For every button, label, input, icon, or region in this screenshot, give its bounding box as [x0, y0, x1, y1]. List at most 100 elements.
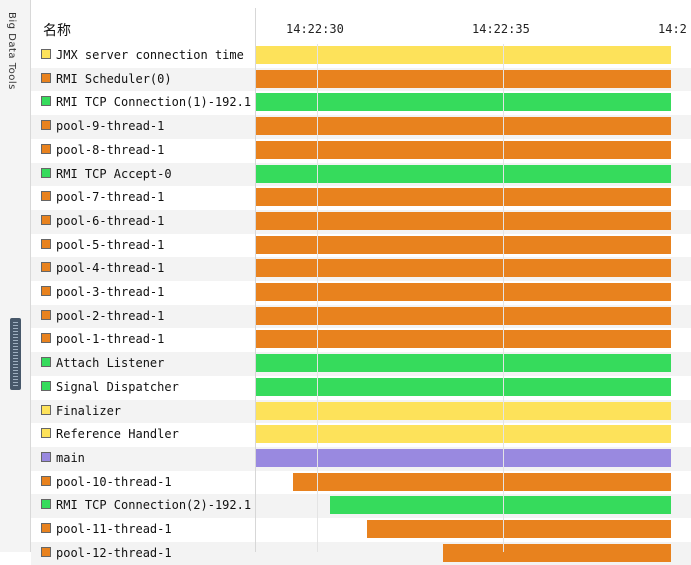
thread-timeline [256, 91, 691, 115]
thread-timeline [256, 352, 691, 376]
grid-line [503, 44, 504, 552]
table-row[interactable]: pool-1-thread-1 [31, 328, 691, 352]
thread-activity-bar[interactable] [256, 164, 672, 183]
thread-name: pool-7-thread-1 [56, 190, 165, 205]
thread-state-swatch-icon [41, 309, 51, 320]
thread-name: RMI TCP Connection(1)-192.1 [56, 95, 252, 110]
table-row[interactable]: RMI TCP Connection(2)-192.1 [31, 494, 691, 518]
thread-name: pool-3-thread-1 [56, 285, 165, 299]
thread-activity-bar[interactable] [256, 377, 672, 396]
thread-name: Signal Dispatcher [56, 379, 179, 394]
table-row[interactable]: Attach Listener [31, 352, 691, 376]
table-row[interactable]: RMI Scheduler(0) [31, 67, 691, 92]
thread-name: Finalizer [56, 403, 122, 418]
thread-activity-bar[interactable] [256, 330, 672, 349]
table-row[interactable]: pool-2-thread-1 [31, 304, 691, 329]
thread-timeline [256, 305, 691, 329]
thread-activity-bar[interactable] [366, 520, 672, 538]
thread-name: main [56, 450, 85, 465]
thread-timeline [256, 139, 691, 163]
thread-state-swatch-icon [41, 120, 51, 131]
side-tool-strip: Big Data Tools [0, 0, 31, 552]
thread-timeline [256, 115, 691, 139]
thread-activity-bar[interactable] [256, 188, 672, 207]
thread-activity-bar[interactable] [256, 259, 672, 278]
thread-state-swatch-icon [41, 380, 51, 391]
table-row[interactable]: Reference Handler [31, 423, 691, 447]
thread-state-swatch-icon [41, 262, 51, 273]
table-row[interactable]: pool-3-thread-1 [31, 281, 691, 305]
table-row[interactable]: Signal Dispatcher [31, 376, 691, 400]
thread-name: pool-5-thread-1 [56, 237, 165, 252]
table-row[interactable]: pool-12-thread-1 [31, 541, 691, 565]
thread-state-swatch-icon [41, 475, 51, 486]
column-divider[interactable] [255, 8, 256, 552]
thread-state-swatch-icon [41, 191, 51, 202]
thread-timeline [256, 518, 691, 542]
thread-state-swatch-icon [41, 72, 51, 83]
thread-activity-bar[interactable] [329, 496, 672, 515]
thread-state-swatch-icon [41, 333, 51, 344]
thread-name: pool-9-thread-1 [56, 119, 165, 134]
thread-activity-bar[interactable] [292, 472, 672, 491]
thread-state-swatch-icon [41, 428, 51, 439]
table-row[interactable]: pool-8-thread-1 [31, 139, 691, 163]
table-row[interactable]: pool-7-thread-1 [31, 186, 691, 210]
thread-activity-bar[interactable] [256, 69, 672, 88]
thread-activity-bar[interactable] [256, 46, 672, 64]
table-row[interactable]: pool-5-thread-1 [31, 234, 691, 258]
thread-activity-bar[interactable] [256, 211, 672, 230]
table-row[interactable]: RMI TCP Connection(1)-192.1 [31, 91, 691, 115]
thread-state-swatch-icon [41, 357, 51, 368]
thread-activity-bar[interactable] [256, 140, 672, 159]
grid-line [317, 44, 318, 552]
thread-name: RMI Scheduler(0) [56, 71, 172, 86]
thread-name: RMI TCP Accept-0 [56, 166, 172, 181]
table-row[interactable]: pool-6-thread-1 [31, 209, 691, 234]
thread-activity-bar[interactable] [256, 117, 672, 136]
drag-handle[interactable] [10, 318, 21, 390]
thread-timeline [256, 68, 691, 92]
thread-timeline [256, 44, 691, 68]
time-tick-label: 14:22:30 [286, 22, 344, 36]
table-row[interactable]: pool-11-thread-1 [31, 518, 691, 542]
thread-name: pool-4-thread-1 [56, 261, 165, 276]
thread-state-swatch-icon [41, 286, 51, 296]
table-row[interactable]: RMI TCP Accept-0 [31, 162, 691, 187]
thread-timeline [256, 234, 691, 258]
thread-activity-bar[interactable] [256, 425, 672, 444]
table-row[interactable]: JMX server connection time [31, 44, 691, 68]
thread-timeline [256, 494, 691, 518]
thread-activity-bar[interactable] [256, 401, 672, 420]
thread-timeline-table: 名称 14:22:30 14:22:35 14:2 JMX server con… [31, 0, 691, 565]
thread-name: pool-12-thread-1 [56, 545, 172, 560]
table-row[interactable]: pool-9-thread-1 [31, 115, 691, 139]
thread-timeline [256, 471, 691, 495]
thread-timeline [256, 186, 691, 210]
thread-state-swatch-icon [41, 523, 51, 533]
thread-timeline [256, 257, 691, 281]
thread-activity-bar[interactable] [256, 306, 672, 325]
thread-activity-bar[interactable] [256, 283, 672, 301]
time-tick-label: 14:22:35 [472, 22, 530, 36]
thread-name: pool-6-thread-1 [56, 213, 165, 228]
thread-activity-bar[interactable] [443, 543, 672, 562]
thread-activity-bar[interactable] [256, 235, 672, 254]
tool-window-title[interactable]: Big Data Tools [6, 12, 17, 90]
thread-timeline [256, 281, 691, 305]
table-row[interactable]: pool-4-thread-1 [31, 257, 691, 281]
thread-state-swatch-icon [41, 451, 51, 462]
thread-state-swatch-icon [41, 404, 51, 415]
thread-timeline [256, 163, 691, 187]
table-row[interactable]: main [31, 446, 691, 471]
table-row[interactable]: pool-10-thread-1 [31, 471, 691, 495]
table-header: 名称 14:22:30 14:22:35 14:2 [31, 8, 691, 44]
table-row[interactable]: Finalizer [31, 399, 691, 424]
name-column-header[interactable]: 名称 [43, 23, 71, 39]
thread-timeline [256, 328, 691, 352]
thread-timeline [256, 210, 691, 234]
time-tick-label: 14:2 [658, 22, 687, 36]
thread-activity-bar[interactable] [256, 354, 672, 373]
thread-activity-bar[interactable] [256, 93, 672, 112]
thread-activity-bar[interactable] [256, 448, 672, 467]
